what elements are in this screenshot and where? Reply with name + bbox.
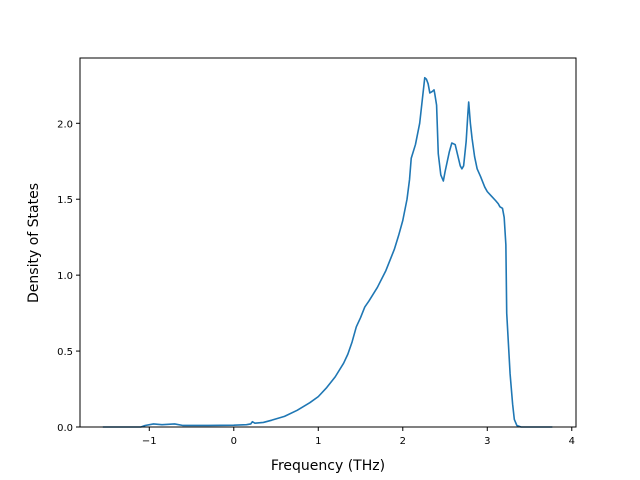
x-tick-label: 4 (569, 436, 575, 447)
x-axis-label: Frequency (THz) (271, 458, 385, 474)
axes-frame (79, 57, 577, 428)
y-tick-label: 1.0 (57, 271, 73, 282)
x-tick-label: −1 (142, 436, 157, 447)
dos-series-line-0 (102, 76, 553, 428)
x-tick-label: 1 (315, 436, 321, 447)
y-axis-label: Density of States (26, 183, 42, 303)
x-tick-label: 0 (231, 436, 237, 447)
plot-layer (102, 76, 553, 428)
y-axis-ticks: 0.0 0.5 1.0 1.5 2.0 (57, 119, 80, 434)
y-tick-label: 1.5 (57, 195, 73, 206)
x-tick-label: 3 (484, 436, 490, 447)
y-tick-label: 0.5 (57, 347, 73, 358)
x-axis-ticks: −1 0 1 2 3 4 (142, 427, 575, 447)
y-tick-label: 0.0 (57, 423, 73, 434)
y-tick-label: 2.0 (57, 119, 73, 130)
x-tick-label: 2 (400, 436, 406, 447)
